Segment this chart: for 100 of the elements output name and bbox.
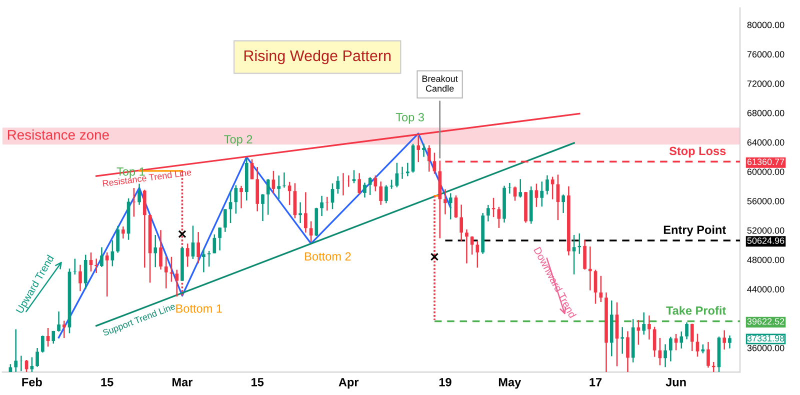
- candlestick: [562, 194, 565, 214]
- candlestick: [298, 202, 302, 224]
- candlestick: [508, 182, 512, 194]
- candlestick: [14, 328, 18, 372]
- y-tick-label: 39622.52: [747, 318, 784, 325]
- candlestick: [110, 240, 114, 267]
- candlestick: [309, 220, 313, 243]
- series-label: Stop Loss: [669, 146, 726, 158]
- candlestick: [352, 170, 356, 184]
- candlestick: [454, 194, 458, 219]
- candlestick: [175, 269, 179, 298]
- candlestick: [122, 226, 125, 240]
- x-tick-label: 17: [590, 378, 602, 386]
- candlestick: [486, 204, 490, 222]
- candlestick: [320, 195, 324, 217]
- candlestick: [685, 322, 688, 340]
- candlestick: [62, 320, 66, 339]
- candlestick: [261, 193, 264, 222]
- candlestick: [293, 182, 297, 219]
- y-tick-label: 60000.00: [747, 168, 784, 175]
- candlestick: [132, 187, 136, 218]
- candlestick: [518, 178, 522, 198]
- candlestick: [636, 319, 640, 346]
- candlestick: [400, 166, 404, 180]
- series-label: Take Profit: [666, 306, 726, 315]
- candlestick: [223, 208, 227, 233]
- data-label: Top 3: [396, 113, 424, 124]
- x-tick-label: 15: [252, 378, 264, 386]
- y-tick-label: 72000.00: [747, 80, 784, 87]
- candlestick: [358, 172, 362, 196]
- x-tick-label: 15: [101, 378, 114, 386]
- candlestick: [94, 258, 98, 274]
- candlestick: [266, 178, 270, 216]
- candlestick: [416, 135, 420, 163]
- candlestick: [588, 246, 592, 292]
- candlestick: [100, 246, 104, 268]
- candlestick: [690, 323, 694, 352]
- x-tick-label: 19: [439, 378, 452, 386]
- candlestick: [669, 336, 672, 362]
- y-tick-label: 56000.00: [747, 198, 784, 204]
- candlestick: [57, 310, 60, 332]
- candlestick: [546, 174, 549, 196]
- candlestick: [460, 204, 463, 242]
- candlestick: [36, 347, 39, 368]
- candlestick: [422, 143, 426, 158]
- y-tick-label: 50624.96: [747, 237, 784, 244]
- text: Rising Wedge Pattern: [244, 50, 391, 64]
- candlestick: [186, 242, 190, 268]
- candlestick: [40, 335, 44, 354]
- candlestick: [164, 256, 168, 289]
- candlestick: [212, 234, 216, 254]
- candlestick: [196, 231, 200, 264]
- y-tick-label: 48000.00: [747, 256, 784, 264]
- candlestick: [89, 252, 93, 272]
- y-tick-label: 36000.00: [747, 344, 784, 352]
- candlestick: [680, 330, 684, 350]
- candlestick: [240, 185, 243, 209]
- y-tick-label: 68000.00: [747, 110, 784, 116]
- candlestick: [427, 144, 431, 172]
- x-tick-label: Jun: [666, 378, 686, 386]
- candlestick: [497, 206, 501, 229]
- candlestick: [78, 264, 82, 292]
- candlestick: [379, 180, 382, 206]
- candlestick: [272, 170, 276, 194]
- candlestick: [599, 275, 603, 303]
- data-label: Bottom 2: [305, 252, 351, 261]
- candlestick: [46, 327, 50, 348]
- annotation: Breakout Candle: [422, 75, 458, 92]
- band-label: Resistance zone: [8, 130, 109, 140]
- data-label: Bottom 1: [176, 304, 222, 313]
- candlestick: [540, 180, 544, 208]
- candlestick: [374, 174, 378, 192]
- candlestick: [583, 239, 586, 270]
- candlestick: [572, 234, 576, 276]
- candlestick: [288, 181, 292, 206]
- y-tick-label: 80000.00: [747, 22, 784, 28]
- y-tick-label: 52000.00: [747, 227, 784, 234]
- x-tick-label: Mar: [172, 378, 193, 386]
- y-tick-label: 64000.00: [747, 139, 784, 146]
- candlestick: [154, 234, 158, 268]
- candlestick: [406, 162, 410, 177]
- candlestick: [620, 326, 624, 354]
- candlestick: [116, 225, 120, 254]
- y-tick-label: 61360.77: [747, 158, 784, 166]
- candlestick: [84, 254, 88, 290]
- candlestick: [701, 344, 705, 354]
- candlestick: [448, 192, 452, 220]
- y-tick-label: 76000.00: [747, 51, 784, 58]
- y-tick-label: 44000.00: [747, 286, 784, 292]
- candlestick: [594, 269, 598, 304]
- x-tick-label: Feb: [22, 378, 42, 386]
- candlestick: [159, 229, 162, 270]
- x-tick-label: Apr: [338, 378, 359, 389]
- candlestick: [642, 312, 646, 336]
- candlestick: [218, 226, 222, 252]
- candlestick: [363, 182, 366, 198]
- candlestick: [277, 174, 280, 200]
- candlestick: [728, 334, 732, 349]
- candlestick: [105, 252, 109, 298]
- candlestick: [304, 192, 308, 234]
